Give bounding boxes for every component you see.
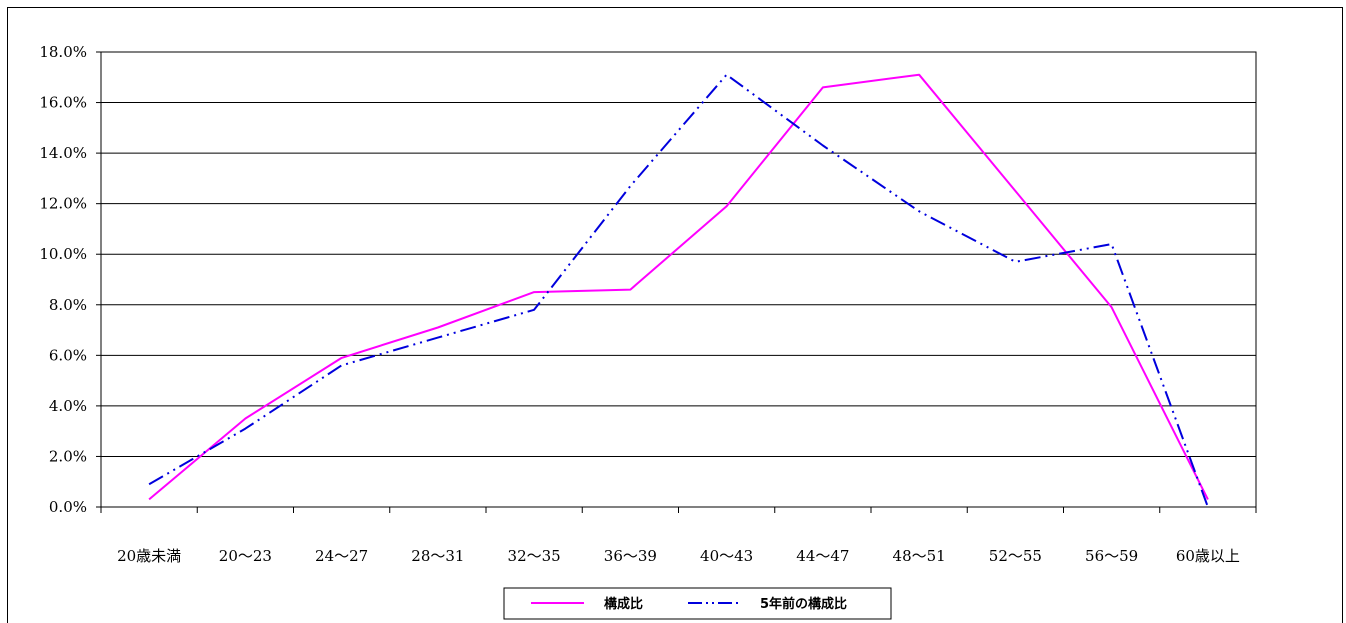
y-tick-label: 18.0%	[39, 43, 87, 61]
x-tick-label: 60歳以上	[1176, 547, 1240, 565]
x-tick-label: 52～55	[989, 547, 1042, 565]
legend-label-series-1: 構成比	[604, 596, 643, 612]
y-tick-label: 0.0%	[49, 498, 87, 516]
gridlines	[101, 102, 1256, 457]
x-axis-ticks: 20歳未満 20～23 24～27 28～31 32～35 36～39 40～43 44～47…	[100, 507, 1257, 565]
y-tick-label: 14.0%	[39, 144, 87, 162]
x-tick-label: 40～43	[700, 547, 753, 565]
y-tick-label: 10.0%	[39, 245, 87, 263]
series-lines	[148, 73, 1209, 508]
x-tick-label: 44～47	[796, 547, 849, 565]
plot-area	[100, 51, 1257, 508]
x-tick-label: 36～39	[604, 547, 657, 565]
y-tick-label: 12.0%	[39, 195, 87, 213]
x-tick-label: 56～59	[1085, 547, 1138, 565]
legend: 構成比 5年前の構成比	[503, 587, 892, 620]
series-line-2	[148, 73, 1209, 508]
x-tick-label: 28～31	[411, 547, 464, 565]
y-tick-label: 16.0%	[39, 94, 87, 112]
y-tick-label: 6.0%	[49, 346, 87, 364]
y-tick-label: 2.0%	[49, 447, 87, 465]
series-line-1	[148, 73, 1209, 501]
x-tick-label: 24～27	[315, 547, 368, 565]
x-tick-label: 20～23	[219, 547, 272, 565]
legend-label-series-2: 5年前の構成比	[760, 596, 847, 612]
x-tick-label: 48～51	[893, 547, 946, 565]
y-axis-ticks: 0.0% 2.0% 4.0% 6.0% 8.0% 10.0% 12.0% 14.0% 16.0%…	[39, 43, 101, 516]
x-tick-label: 20歳未満	[117, 547, 181, 565]
y-tick-label: 8.0%	[49, 296, 87, 314]
y-tick-label: 4.0%	[49, 397, 87, 415]
x-tick-label: 32～35	[508, 547, 561, 565]
